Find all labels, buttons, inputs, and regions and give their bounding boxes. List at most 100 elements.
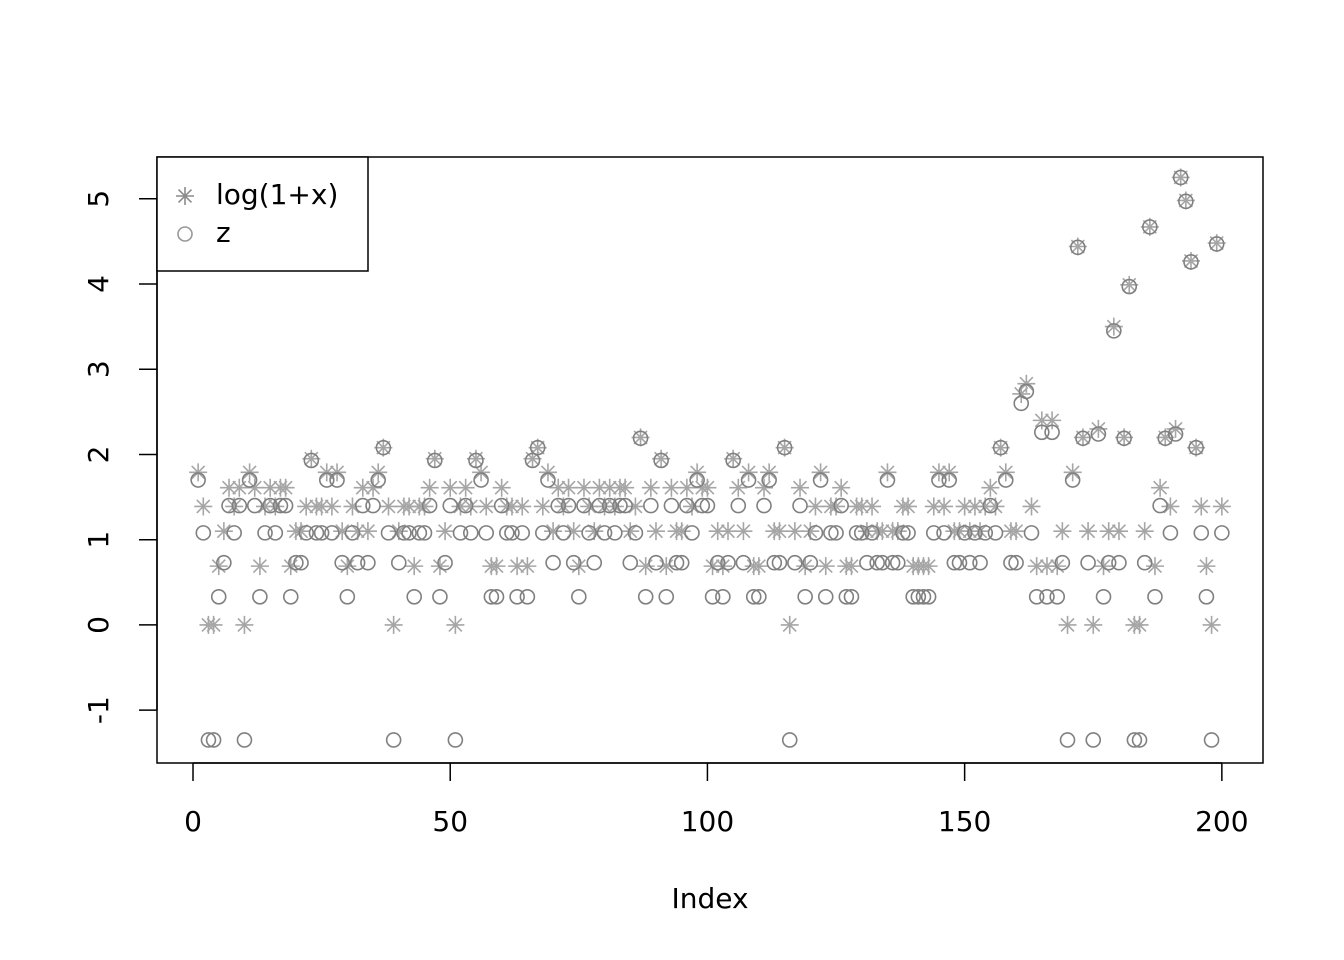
point: [518, 557, 537, 576]
point: [1022, 497, 1041, 516]
x-tick-label: 150: [938, 805, 991, 838]
point: [277, 497, 294, 514]
point: [1147, 588, 1163, 605]
point: [668, 554, 685, 571]
point: [869, 554, 885, 571]
point: [971, 522, 990, 541]
point: [390, 554, 407, 571]
point: [308, 525, 325, 541]
point: [220, 478, 239, 497]
point: [267, 525, 284, 541]
point: [261, 478, 280, 497]
point: [405, 557, 424, 576]
point: [339, 588, 356, 605]
point: [657, 557, 676, 576]
point: [499, 525, 515, 541]
point: [354, 497, 371, 514]
point: [601, 497, 618, 514]
point: [493, 497, 510, 514]
point: [900, 525, 916, 541]
point: [771, 554, 788, 571]
point: [745, 588, 762, 605]
point: [293, 554, 309, 571]
point: [663, 497, 680, 514]
point: [1207, 234, 1226, 253]
point: [236, 732, 253, 748]
point: [374, 438, 393, 457]
point: [807, 525, 824, 541]
point: [1044, 424, 1060, 441]
point: [318, 472, 335, 488]
point: [1008, 554, 1024, 571]
point: [400, 497, 419, 516]
y-tick-label: 3: [82, 360, 115, 378]
point: [1161, 497, 1180, 516]
point: [895, 525, 911, 541]
point: [1034, 424, 1050, 441]
point: [246, 497, 263, 514]
point: [997, 472, 1014, 488]
point: [622, 554, 639, 571]
point: [502, 497, 521, 516]
point: [735, 554, 752, 571]
point: [852, 497, 871, 516]
point: [477, 497, 496, 516]
point: [704, 588, 721, 605]
point: [585, 522, 604, 541]
point: [349, 554, 366, 571]
point: [560, 497, 577, 514]
point: [544, 522, 563, 541]
point: [1059, 732, 1076, 748]
point: [751, 588, 767, 605]
point: [884, 554, 901, 571]
point: [785, 522, 804, 541]
point: [1162, 525, 1179, 541]
point: [802, 554, 819, 571]
point: [756, 497, 772, 514]
point: [1130, 615, 1149, 634]
point: [338, 557, 357, 576]
x-tick-label: 200: [1195, 805, 1248, 838]
point: [955, 497, 974, 516]
point: [360, 554, 376, 571]
point: [569, 557, 588, 576]
legend-label: log(1+x): [216, 178, 338, 211]
point: [699, 497, 716, 514]
point: [986, 497, 1005, 516]
point: [812, 472, 829, 488]
point: [1089, 419, 1108, 438]
point: [1053, 522, 1072, 541]
point: [905, 588, 921, 605]
point: [749, 557, 768, 576]
point: [508, 557, 527, 576]
point: [533, 497, 552, 516]
point: [447, 732, 464, 748]
point: [708, 522, 727, 541]
point: [1080, 554, 1096, 571]
point: [451, 497, 470, 516]
point: [1079, 522, 1098, 541]
point: [682, 497, 701, 516]
point: [1075, 430, 1091, 447]
point: [1068, 237, 1087, 256]
point: [941, 472, 958, 488]
point: [874, 554, 891, 571]
point: [209, 557, 228, 576]
point: [245, 478, 264, 497]
point: [401, 525, 417, 541]
point: [621, 522, 640, 541]
point: [1094, 557, 1113, 576]
y-tick-label: 0: [82, 616, 115, 634]
point: [385, 732, 402, 748]
point: [698, 478, 717, 497]
point: [910, 588, 927, 605]
point: [833, 497, 849, 514]
point: [976, 497, 995, 516]
point: [256, 497, 275, 516]
point: [492, 478, 511, 497]
point: [421, 497, 438, 514]
point: [334, 554, 350, 571]
point: [281, 557, 300, 576]
point: [1100, 554, 1117, 571]
point: [755, 478, 774, 497]
